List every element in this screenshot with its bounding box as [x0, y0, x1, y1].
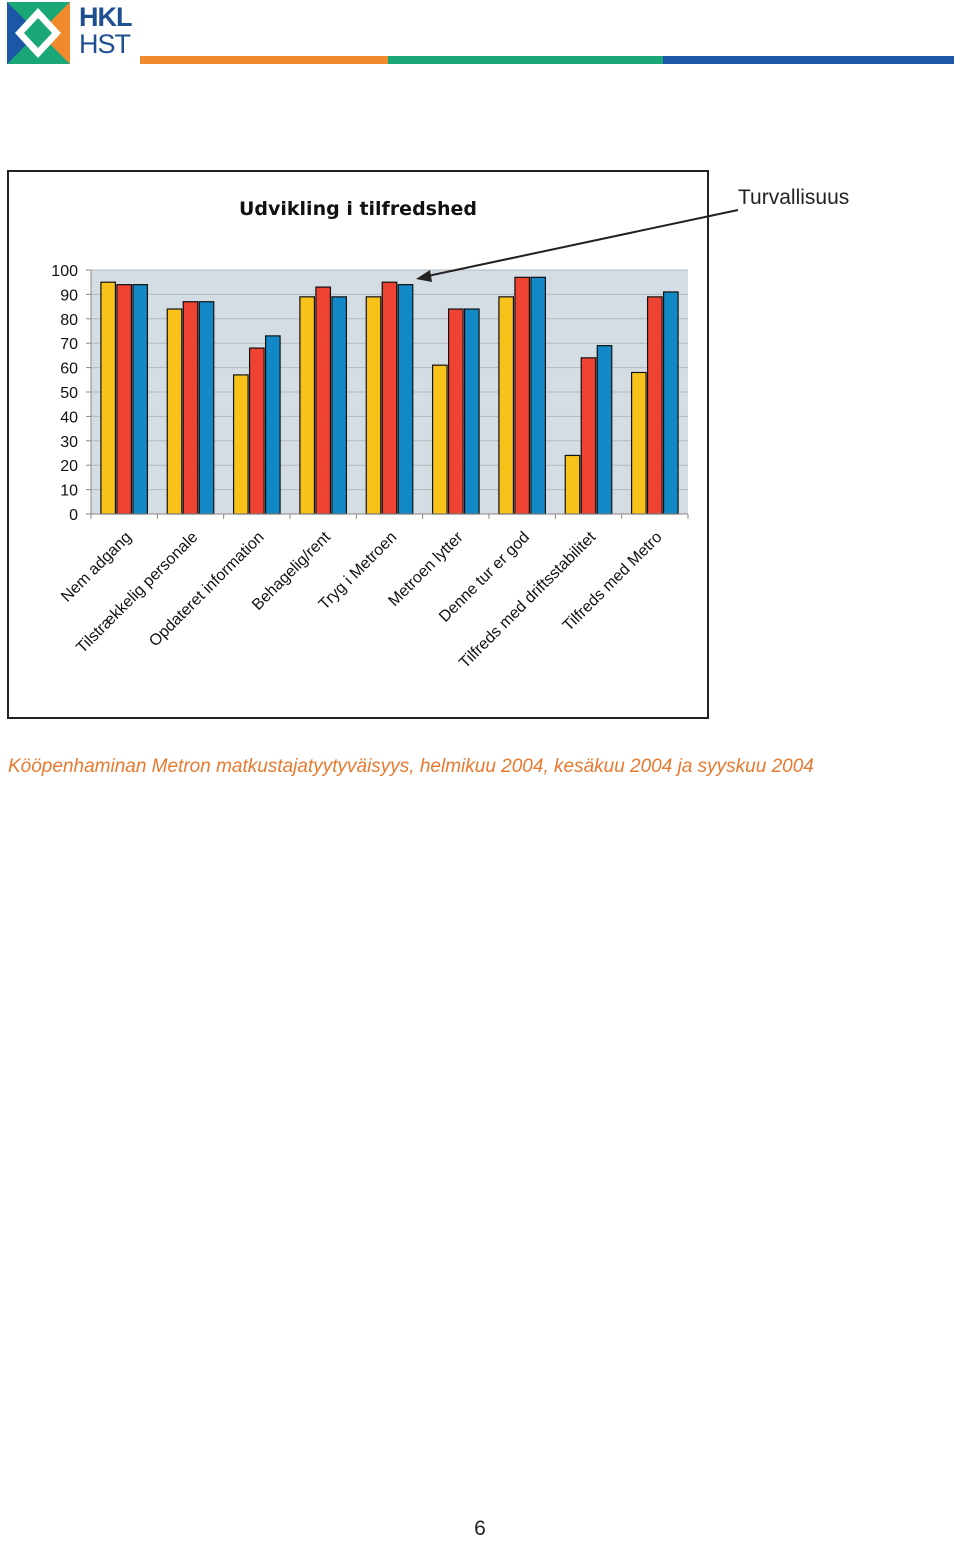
bar-series1-8	[564, 454, 581, 515]
bar-series1-7	[498, 296, 515, 515]
y-tick-label: 100	[51, 263, 78, 280]
y-tick-label: 30	[60, 434, 78, 451]
y-tick-label: 60	[60, 361, 78, 378]
bar-series1-9	[630, 371, 647, 515]
bar-series3-5	[397, 284, 414, 515]
hkl-hst-logo	[7, 2, 70, 64]
bar-series1-5	[365, 296, 382, 515]
callout-label: Turvallisuus	[738, 186, 850, 209]
chart-title: Udvikling i tilfredshed	[239, 198, 477, 220]
bar-series3-9	[662, 291, 679, 515]
bar-series2-4	[315, 286, 332, 515]
header-stripe-orange	[140, 56, 388, 64]
bar-series2-8	[580, 357, 597, 515]
y-tick-label: 40	[60, 409, 78, 426]
bar-series2-9	[646, 296, 663, 515]
bar-series3-1	[132, 284, 149, 515]
figure-caption: Kööpenhaminan Metron matkustajatyytyväis…	[8, 756, 814, 777]
bar-series1-3	[232, 374, 249, 515]
header-stripe-green	[388, 56, 663, 64]
page-number: 6	[474, 1517, 486, 1540]
bar-series3-7	[530, 276, 547, 515]
bar-series1-1	[100, 281, 117, 515]
bar-series3-8	[596, 345, 613, 515]
bar-series3-6	[463, 308, 480, 515]
bar-series2-2	[182, 301, 199, 515]
bar-series2-7	[514, 276, 531, 515]
y-tick-label: 80	[60, 312, 78, 329]
y-tick-label: 20	[60, 458, 78, 475]
callout-arrow	[422, 209, 739, 278]
bar-series2-1	[116, 284, 133, 515]
y-tick-label: 70	[60, 336, 78, 353]
y-tick-label: 0	[69, 507, 78, 524]
bar-series2-6	[447, 308, 464, 515]
bar-series3-4	[331, 296, 348, 515]
bar-series1-6	[431, 364, 448, 515]
y-tick-label: 50	[60, 385, 78, 402]
bar-series1-2	[166, 308, 183, 515]
callout-arrowhead	[416, 270, 432, 282]
bar-series2-5	[381, 281, 398, 515]
bar-series3-2	[198, 301, 215, 515]
y-tick-label: 10	[60, 483, 78, 500]
logo-text-hst: HST	[79, 29, 131, 59]
bar-series3-3	[264, 335, 281, 515]
bar-series2-3	[248, 347, 265, 515]
y-tick-label: 90	[60, 287, 78, 304]
x-category-label: Tilstrækkelig personale	[73, 529, 201, 657]
bar-series1-4	[299, 296, 316, 515]
x-category-label: Opdateret information	[146, 529, 267, 650]
header-stripe-blue	[663, 56, 954, 64]
logo-text-hkl: HKL	[79, 2, 132, 32]
x-category-label: Tilfreds med driftsstabilitet	[456, 528, 599, 671]
